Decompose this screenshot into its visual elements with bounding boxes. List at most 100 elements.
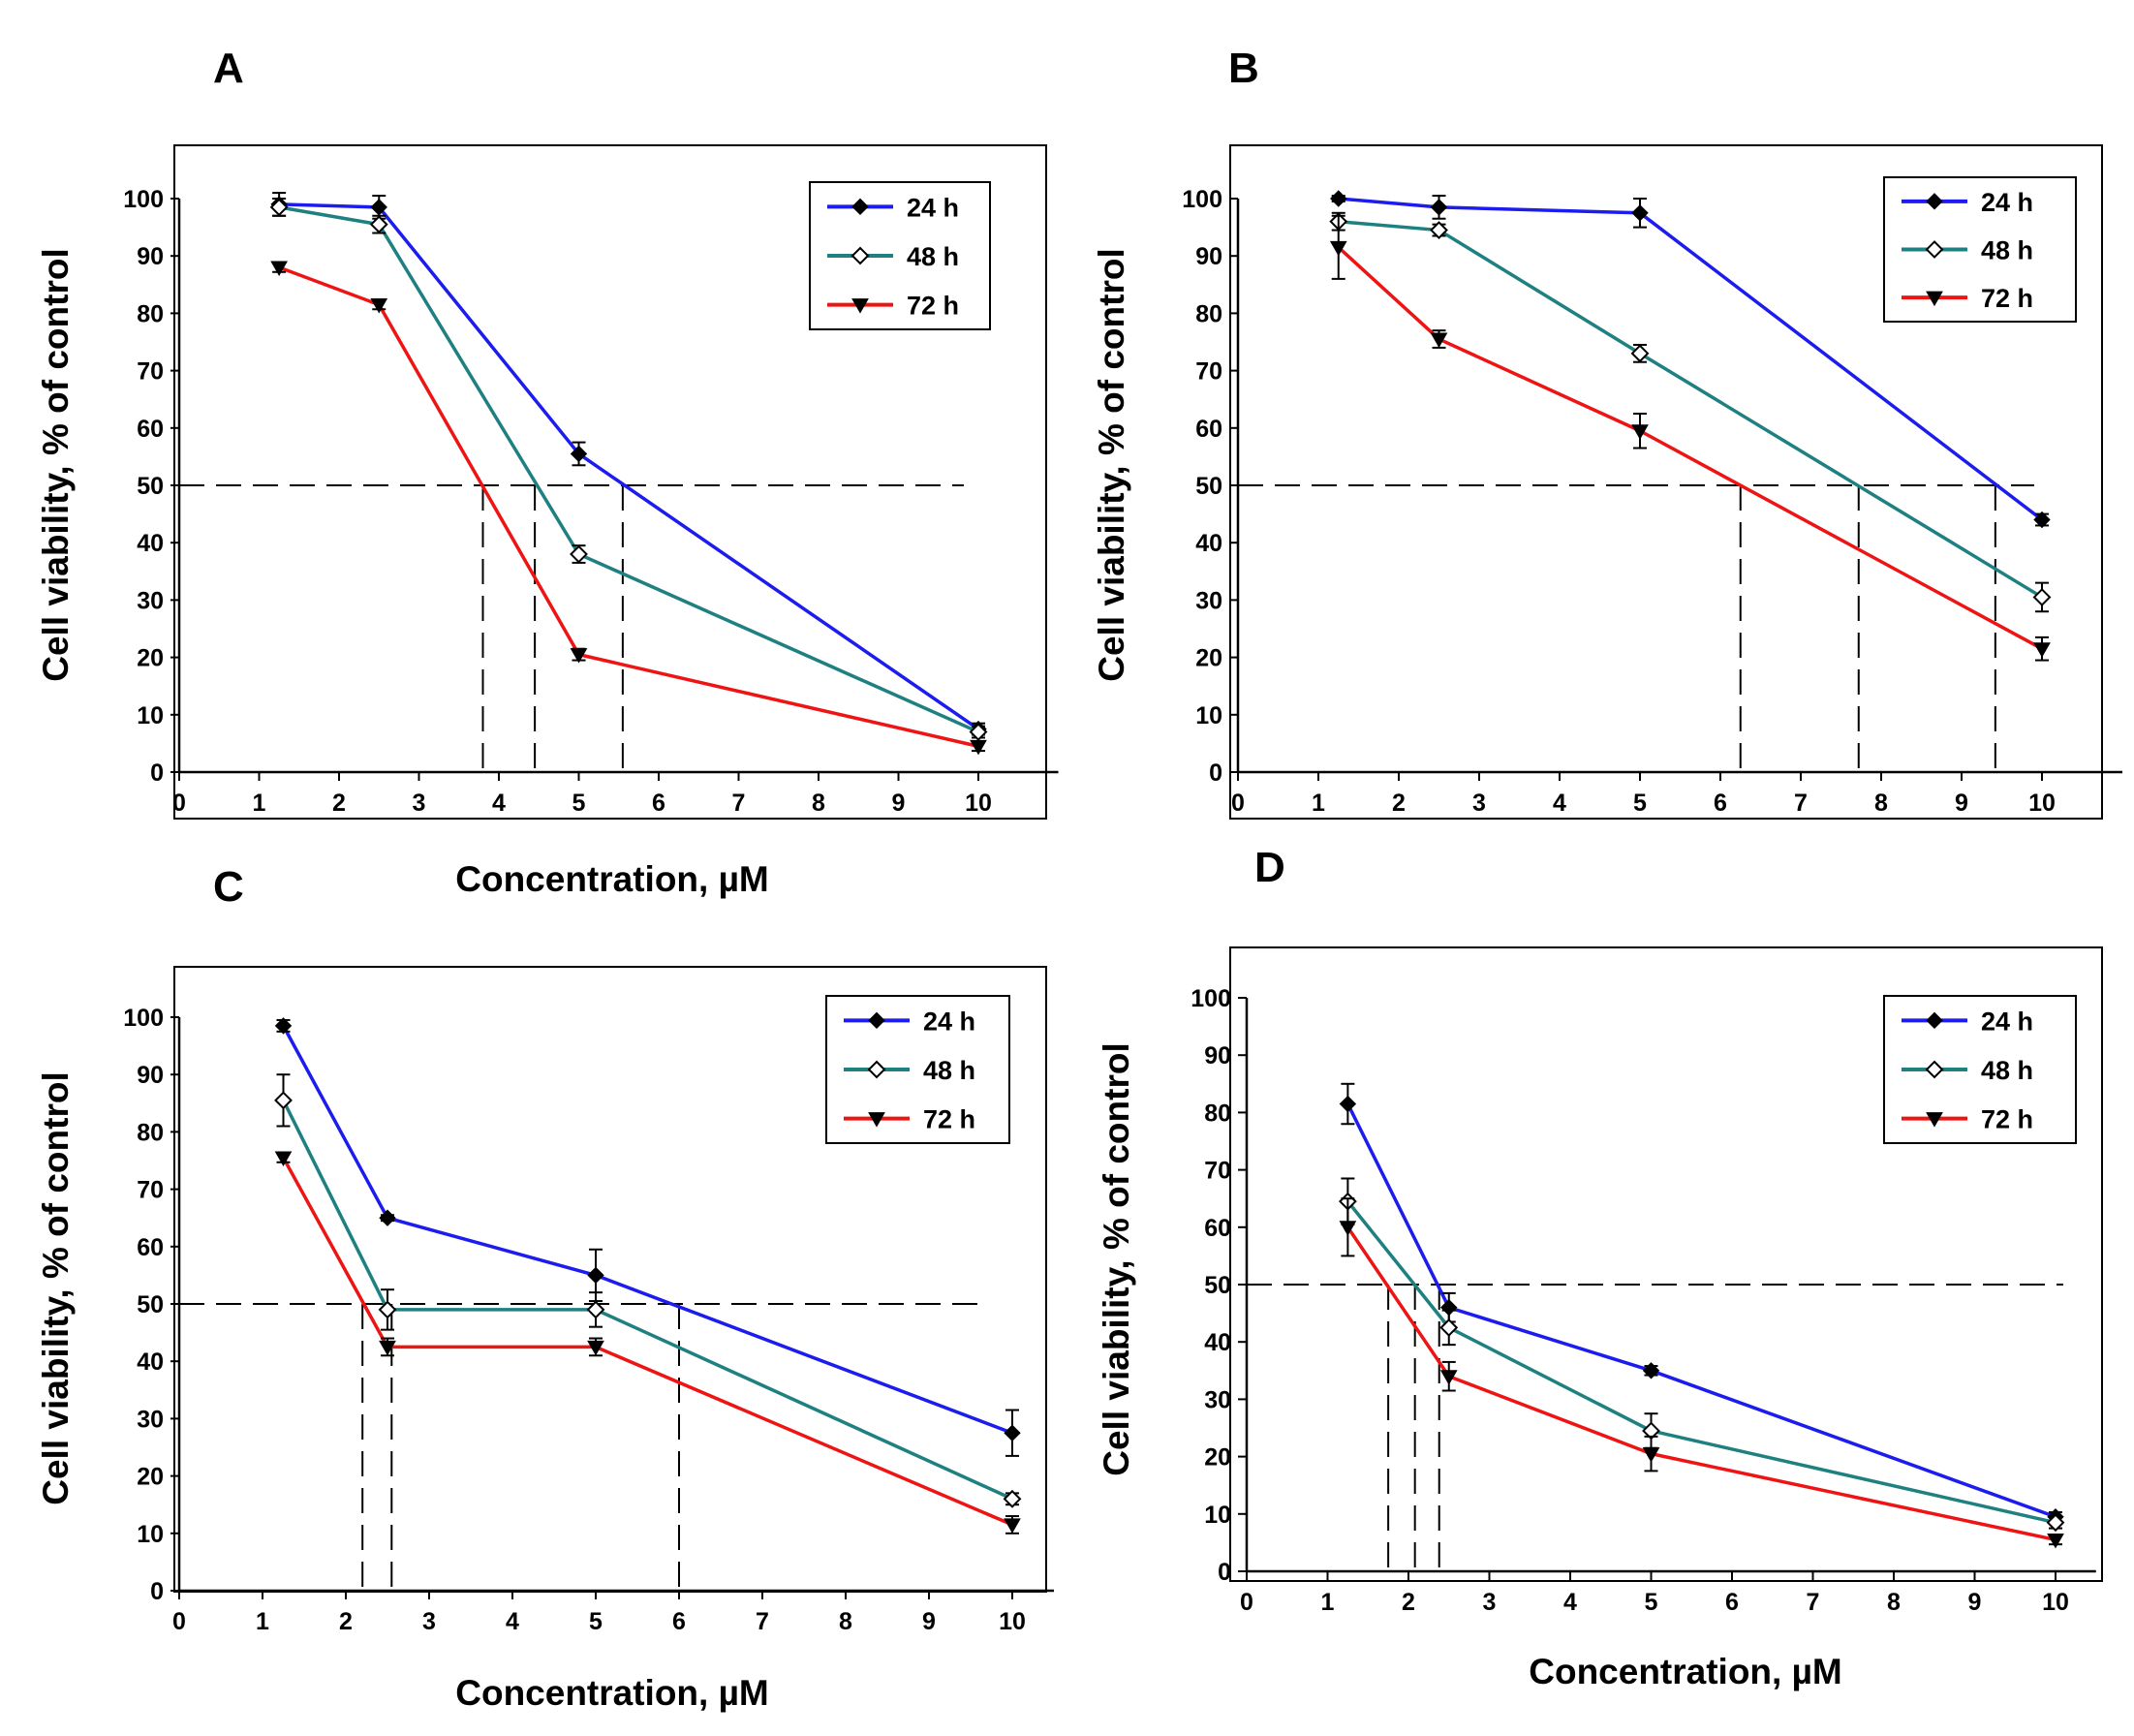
y-tick-label: 70 <box>137 1177 164 1204</box>
panel-label: C <box>213 863 244 911</box>
data-point-72h <box>1339 1221 1357 1236</box>
data-point-72h <box>274 1151 293 1167</box>
x-tick-label: 7 <box>1794 790 1808 817</box>
y-tick-label: 20 <box>137 645 164 672</box>
legend-marker-24h <box>851 198 869 216</box>
y-tick-label: 90 <box>1195 243 1222 270</box>
x-tick-label: 3 <box>413 790 426 817</box>
x-tick-label: 6 <box>652 790 665 817</box>
y-axis-label: Cell viability, % of control <box>36 248 76 682</box>
plot-frame <box>1229 144 2103 820</box>
data-point-24h <box>1430 199 1448 216</box>
x-tick-label: 4 <box>492 790 506 817</box>
data-point-72h <box>1004 1518 1021 1534</box>
y-tick-label: 70 <box>1204 1158 1231 1185</box>
chart-panel-c: C 0 10 20 30 40 50 60 70 80 90 100 0 1 2 3 4 5 6 7 8 9 10 Cell … <box>36 863 1054 1713</box>
x-tick-label: 3 <box>1483 1589 1497 1616</box>
data-point-72h <box>570 648 588 664</box>
chart-panel-d: D 0 10 20 30 40 50 60 70 80 90 100 0 1 2 3 4 5 6 7 8 9 10 Cell … <box>1097 844 2103 1691</box>
series-line-24h <box>1338 197 2044 521</box>
y-tick-label: 90 <box>137 243 164 270</box>
plot-frame <box>1229 946 2103 1582</box>
y-tick-label: 20 <box>1195 645 1222 672</box>
y-tick-label: 50 <box>1204 1272 1231 1299</box>
legend-marker-72h <box>1926 1112 1943 1128</box>
data-point-48h <box>269 198 289 217</box>
data-point-72h <box>1631 424 1649 440</box>
data-point-24h <box>274 1017 293 1035</box>
x-tick-label: 8 <box>812 790 825 817</box>
data-point-72h <box>587 1340 604 1356</box>
legend-label: 48 h <box>907 242 959 271</box>
y-tick-label: 10 <box>1204 1502 1231 1529</box>
x-tick-label: 6 <box>1714 790 1727 817</box>
data-point-72h <box>270 261 288 277</box>
x-tick-label: 9 <box>892 790 906 817</box>
y-tick-label: 60 <box>137 1234 164 1261</box>
y-tick-label: 10 <box>137 1521 164 1548</box>
y-tick-label: 60 <box>137 416 164 443</box>
series-line-72h <box>281 1157 1013 1527</box>
y-tick-label: 20 <box>1204 1444 1231 1472</box>
x-axis-label: Concentration, µM <box>1529 1652 1841 1691</box>
x-axis-label: Concentration, µM <box>455 1673 768 1713</box>
legend-marker-48h <box>851 246 870 265</box>
legend-label: 48 h <box>923 1056 975 1085</box>
x-tick-label: 4 <box>1563 1589 1577 1616</box>
x-tick-label: 5 <box>572 790 586 817</box>
plot-frame <box>173 144 1047 820</box>
panel-label: B <box>1228 45 1259 92</box>
legend: 24 h 48 h 72 h <box>809 181 991 330</box>
data-point-24h <box>1339 1095 1357 1113</box>
y-axis-label: Cell viability, % of control <box>36 1071 76 1505</box>
data-point-72h <box>1439 1370 1458 1385</box>
legend-label: 24 h <box>907 193 959 222</box>
series-line-72h <box>1345 1225 2057 1542</box>
y-tick-label: 10 <box>137 702 164 729</box>
y-tick-label: 30 <box>1195 587 1222 614</box>
data-point-48h <box>586 1300 605 1319</box>
series-line-24h <box>1345 1102 2057 1519</box>
x-tick-label: 4 <box>506 1608 519 1635</box>
data-point-48h <box>570 544 588 564</box>
y-tick-label: 80 <box>1195 300 1222 327</box>
x-tick-label: 8 <box>1887 1589 1901 1616</box>
y-tick-label: 20 <box>137 1464 164 1491</box>
data-point-24h <box>1330 190 1347 207</box>
data-point-72h <box>1642 1447 1660 1463</box>
y-tick-label: 30 <box>1204 1386 1231 1413</box>
x-axis-label: Concentration, µM <box>455 859 768 899</box>
x-tick-label: 0 <box>1240 1589 1253 1616</box>
legend-label: 48 h <box>1981 236 2033 265</box>
x-tick-label: 0 <box>172 1608 186 1635</box>
x-tick-label: 3 <box>1472 790 1486 817</box>
series-line-48h <box>281 1100 1013 1501</box>
x-tick-label: 10 <box>2028 790 2056 817</box>
x-tick-label: 10 <box>2042 1589 2069 1616</box>
x-tick-label: 0 <box>1231 790 1245 817</box>
x-tick-label: 0 <box>172 790 186 817</box>
data-point-48h <box>1430 221 1448 239</box>
data-point-24h <box>570 445 588 463</box>
legend-label: 24 h <box>923 1007 975 1036</box>
data-point-24h <box>1642 1362 1660 1380</box>
series-line-72h <box>1337 246 2043 651</box>
y-tick-label: 10 <box>1195 702 1222 729</box>
legend-marker-48h <box>1925 240 1944 259</box>
y-tick-label: 100 <box>123 186 164 213</box>
legend-label: 24 h <box>1981 188 2033 217</box>
data-point-48h <box>274 1091 293 1110</box>
x-tick-label: 9 <box>922 1608 936 1635</box>
y-tick-label: 70 <box>1195 358 1222 386</box>
y-tick-label: 60 <box>1195 416 1222 443</box>
y-axis-label: Cell viability, % of control <box>1092 248 1131 682</box>
legend-marker-72h <box>1926 291 1943 307</box>
legend: 24 h 48 h 72 h <box>825 995 1010 1144</box>
legend-label: 48 h <box>1981 1056 2033 1085</box>
legend-label: 24 h <box>1981 1007 2033 1036</box>
x-tick-label: 7 <box>756 1608 769 1635</box>
y-tick-label: 0 <box>150 1578 164 1605</box>
x-tick-label: 7 <box>732 790 746 817</box>
data-point-48h <box>1439 1318 1459 1337</box>
